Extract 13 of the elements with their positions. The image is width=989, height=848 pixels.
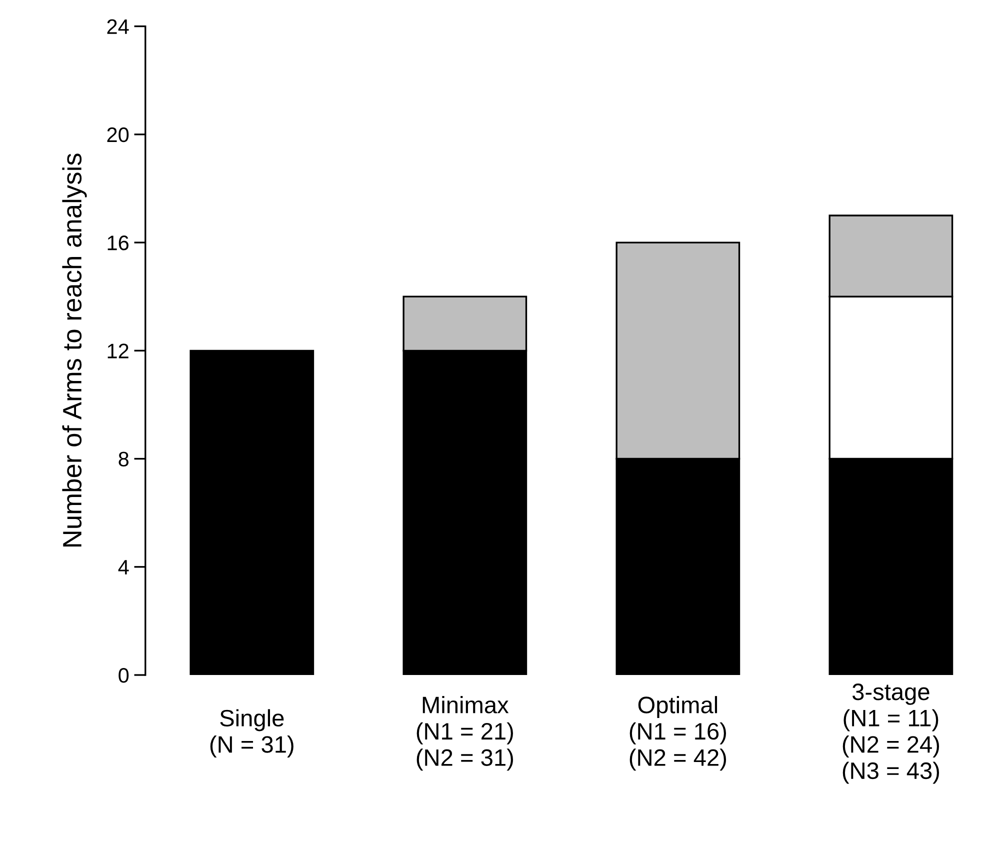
y-tick-label: 24 — [107, 19, 129, 34]
y-axis-title: Number of Arms to reach analysis — [62, 154, 87, 546]
x-tick-label: Single (N = 31) — [210, 709, 294, 758]
y-tick-label: 16 — [108, 236, 128, 250]
y-tick-label: 0 — [118, 668, 129, 683]
x-tick-label: Minimax (N1 = 21) (N2 = 31) — [416, 696, 513, 771]
bar — [190, 350, 314, 676]
y-tick-label: 8 — [118, 452, 129, 467]
y-tick-label: 4 — [118, 560, 129, 574]
x-tick-label: Optimal (N1 = 16) (N2 = 42) — [630, 696, 726, 771]
x-tick-label: 3-stage (N1 = 11) (N2 = 24) (N3 = 43) — [842, 684, 940, 784]
y-tick-label: 12 — [108, 344, 128, 358]
y-tick-label: 20 — [107, 127, 129, 142]
